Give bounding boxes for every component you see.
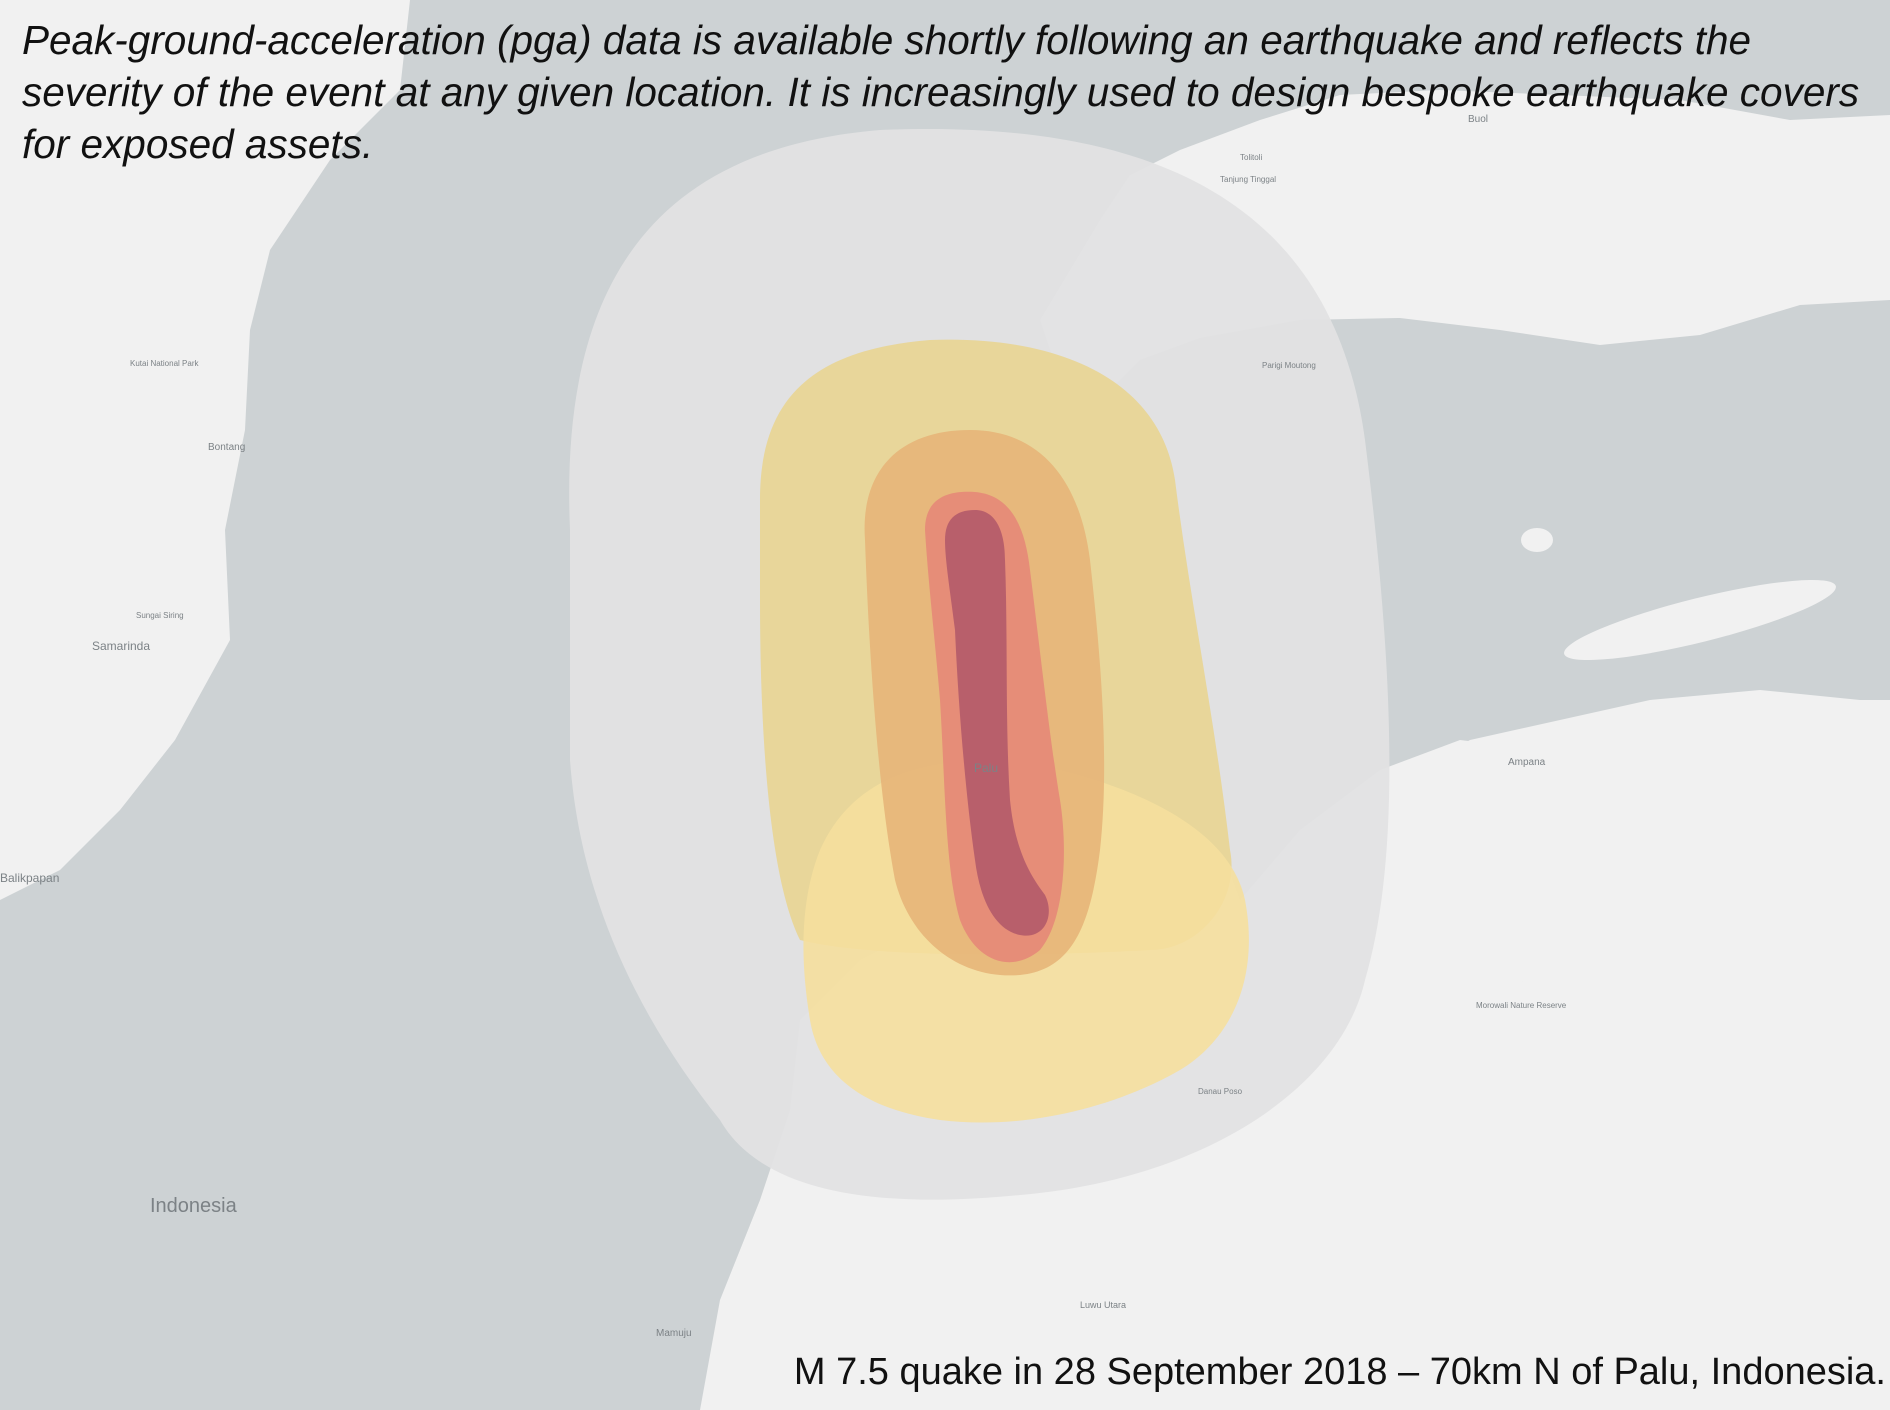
- sulawesi-east-arm: [1400, 690, 1890, 1110]
- label-tanjung: Tanjung Tinggal: [1220, 175, 1276, 184]
- label-kutai: Kutai National Park: [130, 359, 199, 368]
- label-morowali: Morowali Nature Reserve: [1476, 1001, 1567, 1010]
- label-bontang: Bontang: [208, 442, 245, 453]
- label-samarinda: Samarinda: [92, 639, 150, 653]
- borneo-land: [0, 0, 410, 900]
- label-palu: Palu: [974, 761, 998, 775]
- island-una-una: [1521, 528, 1553, 552]
- label-poso: Danau Poso: [1198, 1087, 1243, 1096]
- headline: Peak-ground-acceleration (pga) data is a…: [22, 17, 1860, 167]
- label-luwu-utara: Luwu Utara: [1080, 1300, 1126, 1310]
- label-buol: Buol: [1468, 114, 1488, 125]
- sulawesi-north-arm: [1040, 90, 1890, 410]
- label-parigi: Parigi Moutong: [1262, 361, 1316, 370]
- label-indonesia: Indonesia: [150, 1195, 238, 1217]
- label-balikpapan: Balikpapan: [0, 871, 59, 885]
- caption: M 7.5 quake in 28 September 2018 – 70km …: [793, 1351, 1886, 1393]
- island-togian: [1564, 579, 1836, 661]
- pga-zone-core: [945, 510, 1049, 936]
- label-mamuju: Mamuju: [656, 1328, 692, 1339]
- label-sungai-siring: Sungai Siring: [136, 611, 184, 620]
- label-ampana: Ampana: [1508, 757, 1546, 768]
- label-tolitoli: Tolitoli: [1240, 153, 1262, 162]
